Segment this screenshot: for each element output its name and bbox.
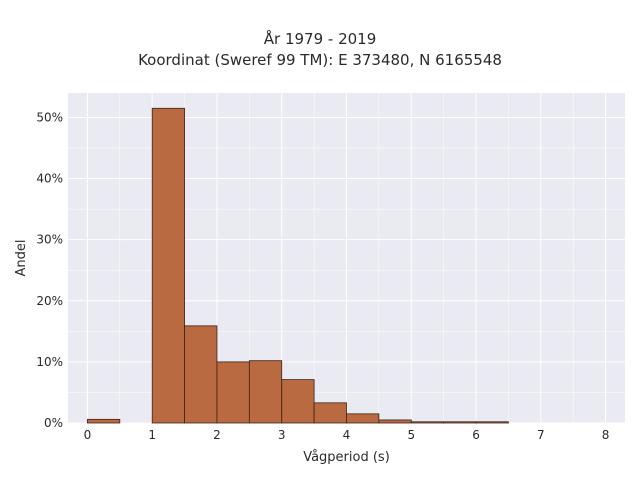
chart-title: År 1979 - 2019 bbox=[263, 30, 377, 48]
histogram-bar bbox=[216, 361, 250, 424]
y-tick-label: 30% bbox=[36, 233, 63, 247]
x-axis-label: Vågperiod (s) bbox=[303, 450, 390, 465]
x-tick-label: 1 bbox=[148, 428, 156, 442]
x-tick-label: 8 bbox=[602, 428, 610, 442]
histogram-bar bbox=[475, 421, 509, 424]
bars bbox=[87, 107, 509, 424]
histogram-bar bbox=[443, 421, 477, 424]
y-tick-label: 50% bbox=[36, 110, 63, 124]
histogram-bar bbox=[378, 419, 412, 424]
y-tick-label: 40% bbox=[36, 172, 63, 186]
y-ticks: 0% 10% 20% 30% 40% 50% bbox=[36, 110, 63, 430]
y-tick-label: 20% bbox=[36, 294, 63, 308]
histogram-bar bbox=[184, 325, 218, 424]
x-tick-label: 2 bbox=[213, 428, 221, 442]
x-tick-label: 3 bbox=[278, 428, 286, 442]
histogram-bar bbox=[151, 107, 185, 424]
histogram-bar bbox=[248, 360, 283, 424]
x-tick-label: 6 bbox=[472, 428, 480, 442]
histogram-bar bbox=[346, 413, 380, 424]
x-ticks: 0 1 2 3 4 5 6 7 8 bbox=[84, 428, 610, 442]
histogram-bar bbox=[87, 418, 121, 424]
histogram-bar bbox=[313, 402, 347, 424]
y-tick-label: 0% bbox=[44, 416, 63, 430]
x-tick-label: 4 bbox=[343, 428, 351, 442]
histogram-bar bbox=[281, 379, 315, 424]
y-axis-label: Andel bbox=[14, 240, 29, 277]
x-tick-label: 7 bbox=[537, 428, 545, 442]
y-tick-label: 10% bbox=[36, 355, 63, 369]
x-tick-label: 0 bbox=[84, 428, 92, 442]
x-tick-label: 5 bbox=[407, 428, 415, 442]
histogram-bar bbox=[410, 421, 445, 424]
chart-subtitle: Koordinat (Sweref 99 TM): E 373480, N 61… bbox=[138, 51, 502, 69]
